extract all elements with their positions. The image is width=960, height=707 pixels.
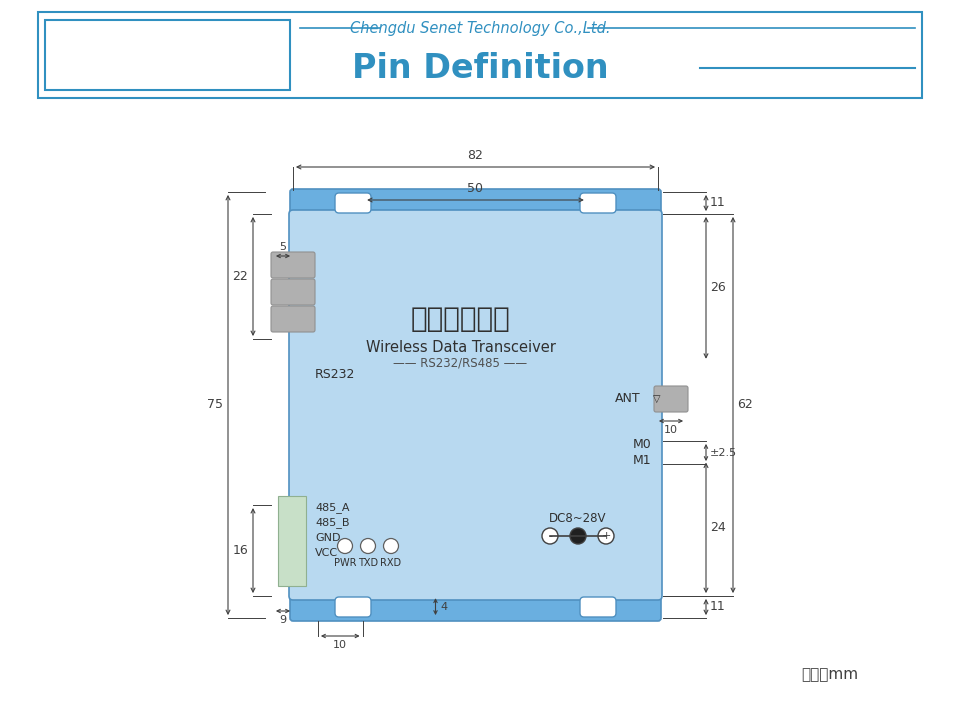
Text: GND: GND xyxy=(315,533,341,543)
Text: 10: 10 xyxy=(664,425,678,435)
Text: DC8~28V: DC8~28V xyxy=(549,511,607,525)
FancyBboxPatch shape xyxy=(654,386,688,412)
Text: 4: 4 xyxy=(441,602,447,612)
Circle shape xyxy=(570,528,586,544)
Bar xyxy=(38,12,922,98)
FancyBboxPatch shape xyxy=(290,593,661,621)
Circle shape xyxy=(338,539,352,554)
FancyBboxPatch shape xyxy=(335,597,371,617)
Text: RS232: RS232 xyxy=(315,368,355,380)
Circle shape xyxy=(598,528,614,544)
Text: 11: 11 xyxy=(710,600,726,614)
Text: RXD: RXD xyxy=(380,558,401,568)
Text: 9: 9 xyxy=(279,615,287,625)
Text: Chengdu Senet Technology Co.,Ltd.: Chengdu Senet Technology Co.,Ltd. xyxy=(349,21,611,35)
Text: 单位：mm: 单位：mm xyxy=(802,667,858,682)
Text: ±2.5: ±2.5 xyxy=(710,448,737,457)
FancyBboxPatch shape xyxy=(335,193,371,213)
Text: 485_A: 485_A xyxy=(315,503,349,513)
Bar xyxy=(45,20,290,90)
Text: ▽: ▽ xyxy=(653,394,660,404)
Text: —— RS232/RS485 ——: —— RS232/RS485 —— xyxy=(394,356,528,370)
Text: 11: 11 xyxy=(710,197,726,209)
Text: ANT: ANT xyxy=(615,392,641,406)
FancyBboxPatch shape xyxy=(271,306,315,332)
Bar xyxy=(278,496,306,586)
FancyBboxPatch shape xyxy=(580,193,616,213)
Text: 24: 24 xyxy=(710,521,726,534)
FancyBboxPatch shape xyxy=(271,252,315,278)
Text: 485_B: 485_B xyxy=(315,518,349,528)
Circle shape xyxy=(361,539,375,554)
Text: 62: 62 xyxy=(737,399,753,411)
Text: 5: 5 xyxy=(279,242,286,252)
Text: Wireless Data Transceiver: Wireless Data Transceiver xyxy=(366,339,556,354)
FancyBboxPatch shape xyxy=(271,279,315,305)
Text: VCC: VCC xyxy=(315,548,338,558)
Circle shape xyxy=(383,539,398,554)
Text: M1: M1 xyxy=(633,455,652,467)
FancyBboxPatch shape xyxy=(289,210,662,600)
Text: Pin Definition: Pin Definition xyxy=(351,52,609,85)
Text: 22: 22 xyxy=(232,270,248,283)
Text: M0: M0 xyxy=(633,438,652,450)
FancyBboxPatch shape xyxy=(290,189,661,217)
Text: -: - xyxy=(548,531,552,541)
FancyBboxPatch shape xyxy=(580,597,616,617)
Text: 无线数传电台: 无线数传电台 xyxy=(411,305,511,333)
Text: 10: 10 xyxy=(333,640,348,650)
Text: 50: 50 xyxy=(468,182,484,195)
Text: TXD: TXD xyxy=(358,558,378,568)
Text: +: + xyxy=(601,531,611,541)
Text: 26: 26 xyxy=(710,281,726,294)
Text: 82: 82 xyxy=(468,149,484,162)
Text: 16: 16 xyxy=(232,544,248,557)
Text: 75: 75 xyxy=(207,399,223,411)
Circle shape xyxy=(542,528,558,544)
Text: PWR: PWR xyxy=(334,558,356,568)
